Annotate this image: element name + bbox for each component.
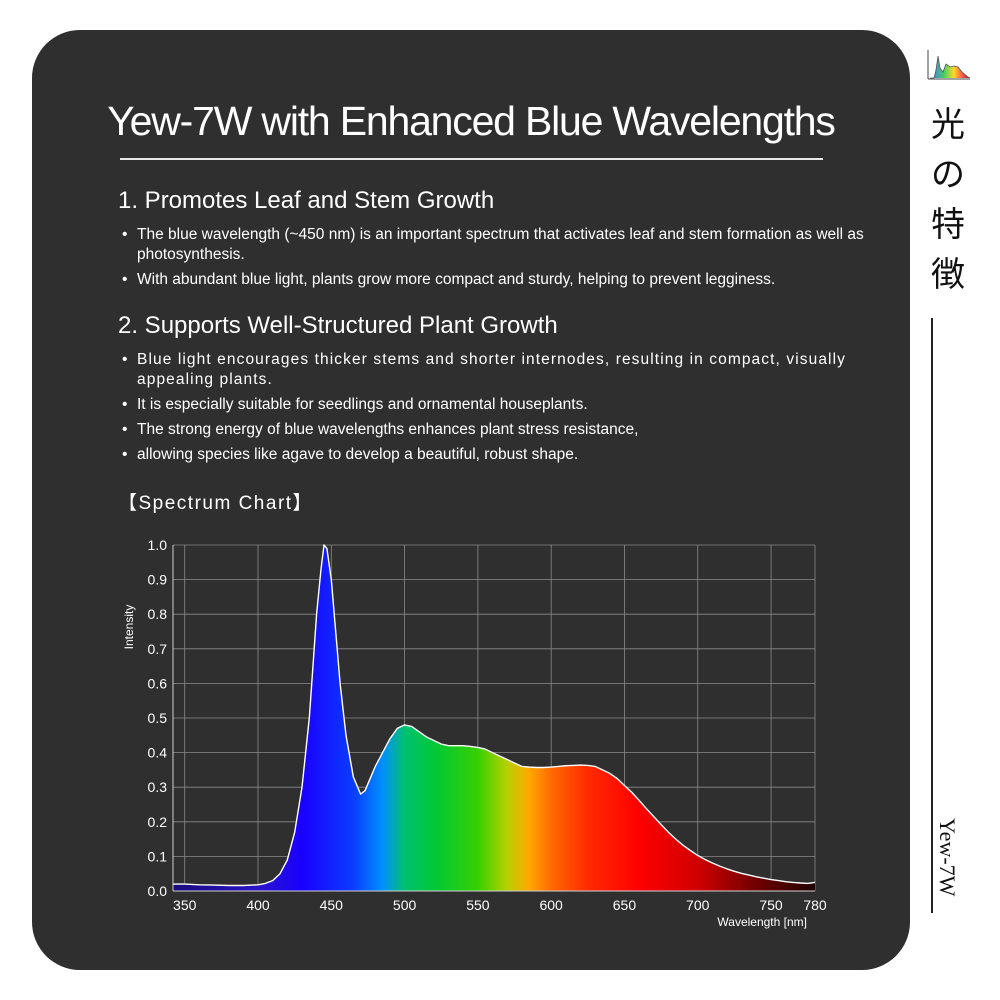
x-tick-label: 600 [539, 897, 563, 913]
kanji-char: 徴 [931, 255, 965, 295]
spectrum-curve [173, 544, 816, 887]
side-divider [931, 318, 933, 913]
kanji-char: の [931, 155, 965, 195]
x-tick-label: 750 [759, 897, 783, 913]
y-axis-title: Intensity [122, 605, 136, 650]
section-2-heading: 2. Supports Well-Structured Plant Growth [118, 312, 558, 339]
section-1-bullets: The blue wavelength (~450 nm) is an impo… [120, 225, 880, 295]
kanji-char: 光 [931, 105, 965, 145]
section-2-bullets: Blue light encourages thicker stems and … [120, 350, 880, 470]
y-tick-label: 0.0 [148, 883, 168, 899]
y-tick-label: 0.8 [148, 606, 168, 622]
x-tick-label: 400 [246, 897, 270, 913]
side-model-label: Yew-7W [935, 818, 960, 897]
x-axis-title: Wavelength [nm] [717, 915, 807, 929]
list-item: Blue light encourages thicker stems and … [120, 350, 880, 390]
kanji-char: 特 [931, 205, 965, 245]
x-tick-label: 550 [466, 897, 490, 913]
list-item: It is especially suitable for seedlings … [120, 395, 880, 415]
x-tick-label: 500 [393, 897, 417, 913]
section-1-heading: 1. Promotes Leaf and Stem Growth [118, 187, 495, 214]
y-tick-label: 0.3 [148, 779, 168, 795]
y-tick-label: 0.2 [148, 814, 168, 830]
y-tick-label: 0.7 [148, 641, 168, 657]
chart-heading: 【Spectrum Chart】 [118, 493, 314, 514]
y-tick-label: 0.9 [148, 572, 168, 588]
list-item: With abundant blue light, plants grow mo… [120, 270, 880, 290]
y-tick-label: 0.6 [148, 675, 168, 691]
spectrum-icon [927, 50, 971, 80]
x-tick-label: 450 [320, 897, 344, 913]
y-tick-label: 0.1 [148, 848, 168, 864]
title-divider [120, 158, 823, 160]
x-tick-label: 780 [803, 897, 827, 913]
x-tick-label: 700 [686, 897, 710, 913]
list-item: The strong energy of blue wavelengths en… [120, 420, 880, 440]
y-tick-label: 0.5 [148, 710, 168, 726]
y-tick-label: 1.0 [148, 537, 168, 553]
spectrum-area [173, 545, 815, 891]
x-tick-label: 350 [173, 897, 197, 913]
x-tick-label: 650 [613, 897, 637, 913]
y-tick-label: 0.4 [148, 745, 168, 761]
page-title: Yew-7W with Enhanced Blue Wavelengths [107, 98, 836, 144]
side-kanji-title: 光 の 特 徴 [925, 100, 971, 300]
list-item: allowing species like agave to develop a… [120, 445, 880, 465]
list-item: The blue wavelength (~450 nm) is an impo… [120, 225, 880, 265]
